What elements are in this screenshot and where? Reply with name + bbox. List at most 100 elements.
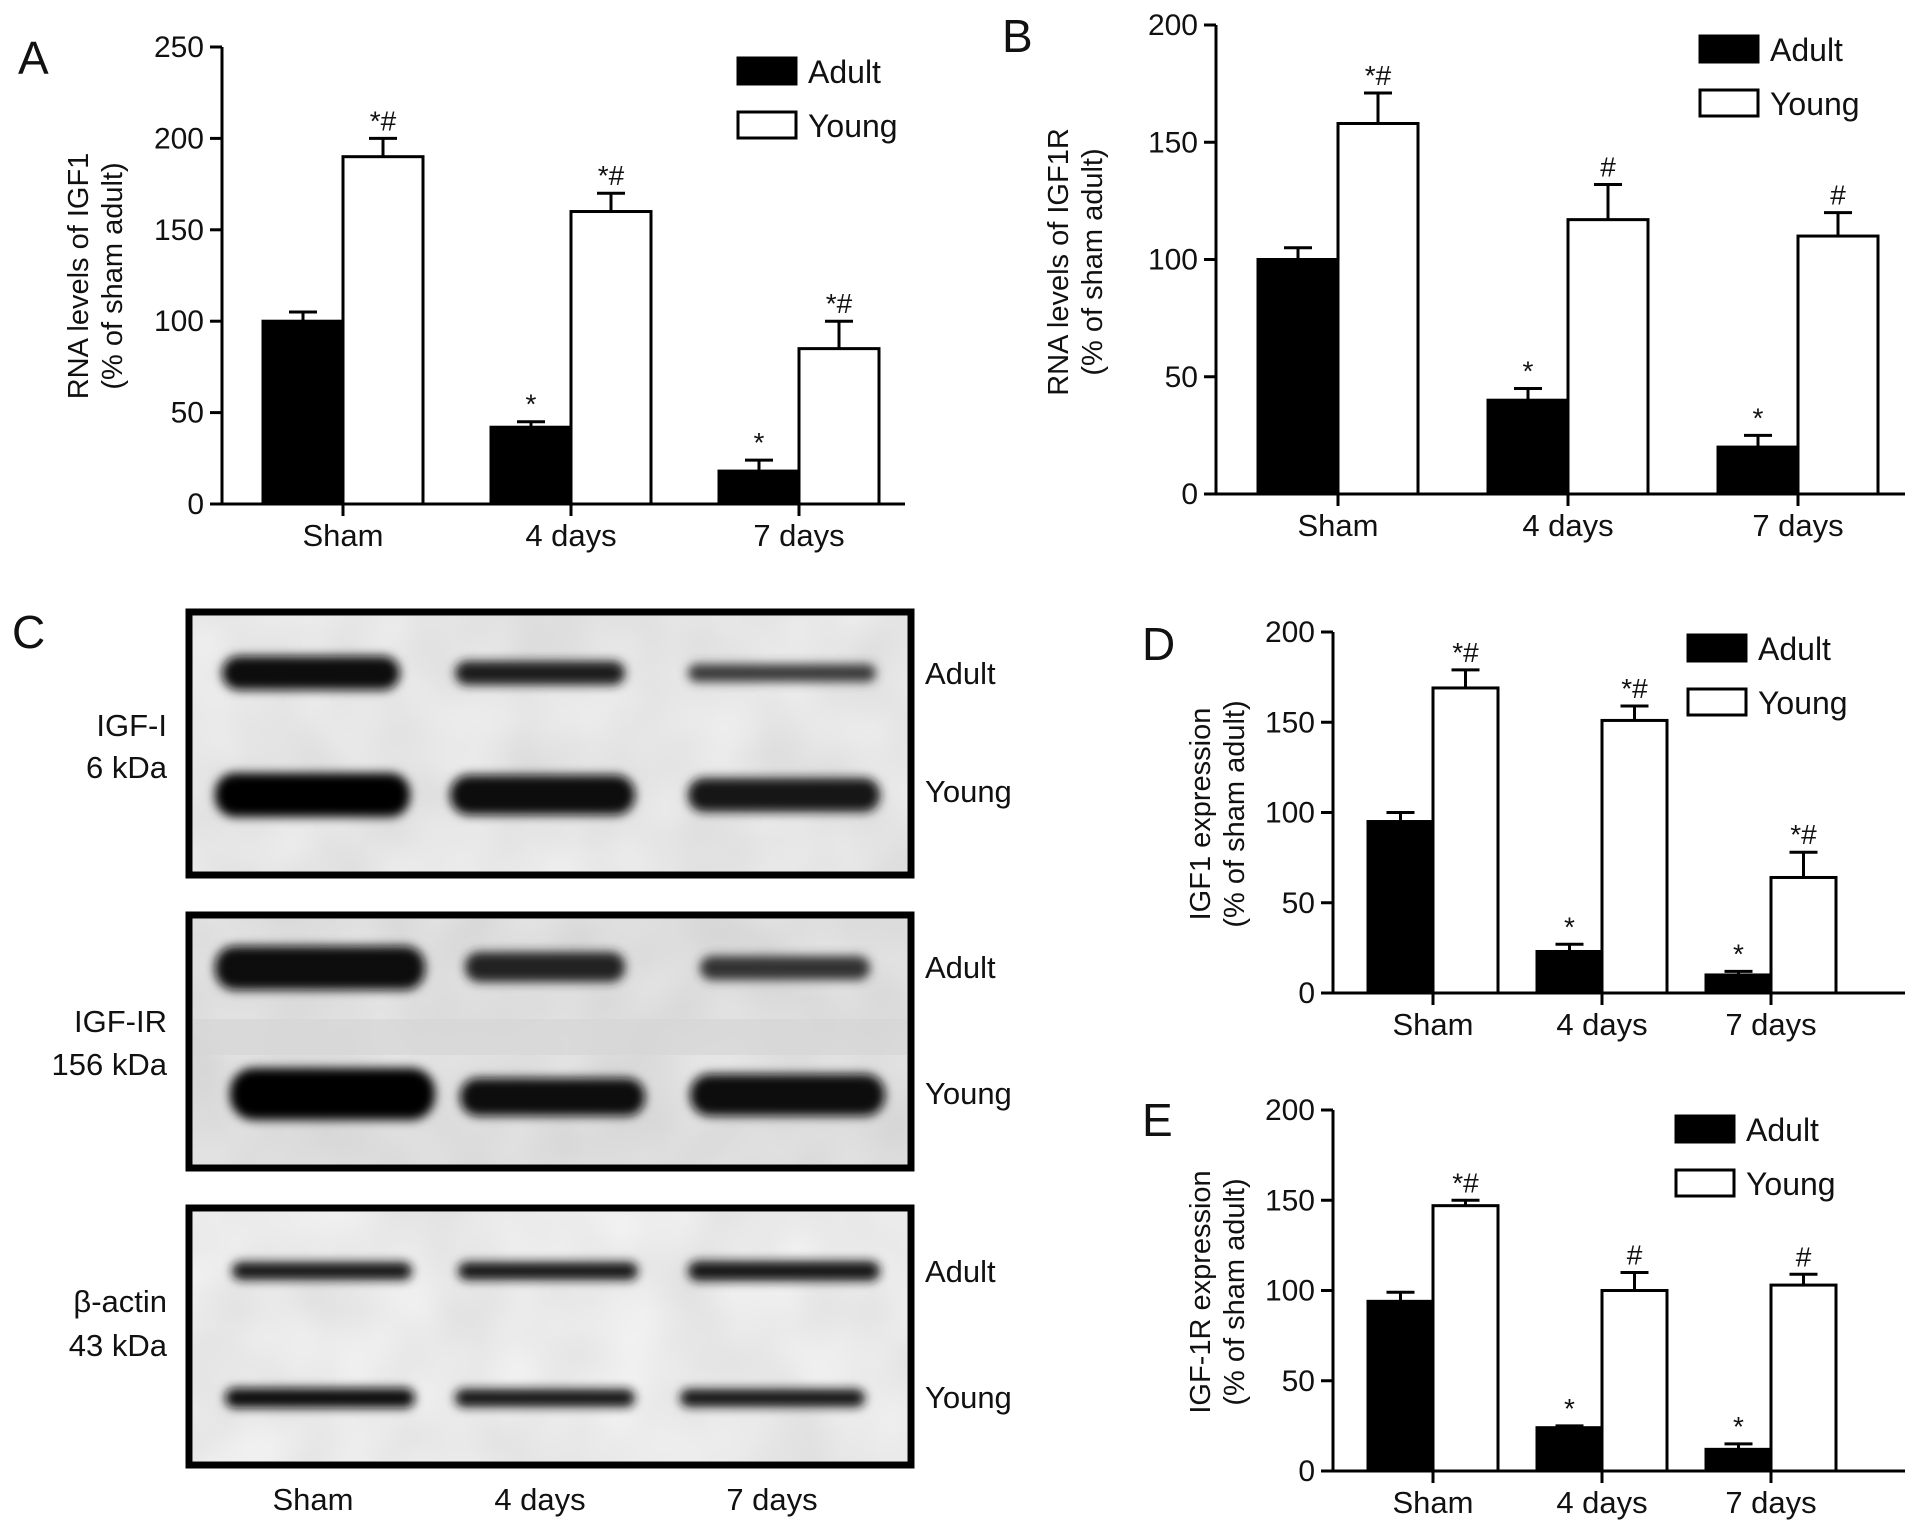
band-young-7days: [690, 1074, 885, 1116]
band-adult-7days: [688, 664, 876, 682]
y-axis-label-line: IGF1 expression: [1185, 708, 1217, 921]
legend-swatch-adult: [1674, 1114, 1736, 1144]
band-adult-4days: [458, 1262, 638, 1280]
blot-size-label: 156 kDa: [52, 1047, 168, 1082]
y-tick-label: 200: [1148, 9, 1198, 42]
x-category-label: 4 days: [1522, 508, 1613, 543]
y-axis-label-line: (% of sham adult): [1219, 1178, 1251, 1405]
band-group: [215, 656, 880, 817]
band-young-4days: [450, 775, 635, 815]
legend-swatch-young: [1698, 88, 1760, 118]
blot-size-label: 6 kDa: [86, 750, 168, 785]
legend-label-young: Young: [1758, 685, 1848, 721]
legend-label-adult: Adult: [808, 54, 881, 90]
significance-label: *: [1733, 938, 1744, 969]
band-group: [215, 946, 885, 1120]
y-tick-label: 50: [171, 397, 204, 430]
y-axis-label: RNA levels of IGF1R(% of sham adult): [1043, 128, 1109, 396]
y-tick-label: 150: [1265, 1184, 1315, 1217]
significance-label: *: [1733, 1411, 1744, 1442]
legend-label-adult: Adult: [1746, 1112, 1819, 1148]
x-category-label: Sham: [1393, 1007, 1474, 1042]
y-tick-label: 150: [1148, 126, 1198, 159]
significance-label: *#: [1452, 637, 1479, 668]
x-category-label: Sham: [1298, 508, 1379, 543]
blot-group-label-4days: 4 days: [494, 1482, 585, 1517]
panel-b-chart: B 0 50 100 150 200 RNA levels of IGF1R(% of sh…: [1002, 9, 1905, 543]
legend-label-young: Young: [1746, 1166, 1836, 1202]
significance-label: *#: [370, 105, 397, 136]
bar-young: [1600, 1289, 1669, 1473]
y-tick-label: 0: [1298, 1455, 1315, 1488]
significance-label: *#: [598, 160, 625, 191]
bar-adult: [1716, 445, 1800, 496]
y-tick-label: 0: [187, 488, 204, 521]
significance-label: *#: [1365, 60, 1392, 91]
bar-adult: [1366, 1299, 1435, 1473]
significance-label: *#: [1790, 819, 1817, 850]
x-category-label: Sham: [1393, 1485, 1474, 1520]
band-adult-7days: [700, 956, 870, 980]
legend-swatch-young: [1674, 1168, 1736, 1198]
significance-label: *: [1523, 355, 1534, 386]
significance-label: *: [526, 389, 537, 420]
bar-young: [1769, 875, 1838, 995]
bar-adult: [1535, 949, 1604, 995]
blot-row-label-young: Young: [925, 774, 1012, 809]
y-tick-label: 50: [1165, 361, 1198, 394]
panel-a-chart: A 0 50 100 150 200 250 RNA levels of IGF1(% of …: [18, 31, 905, 553]
y-axis-label: IGF-1R expression(% of sham adult): [1185, 1170, 1251, 1413]
bar-young: [1431, 1204, 1500, 1473]
band-group: [225, 1261, 880, 1408]
x-category-label: 7 days: [1752, 508, 1843, 543]
legend-swatch-adult: [736, 56, 798, 86]
band-adult-sham: [232, 1262, 412, 1280]
bar-young: [1600, 718, 1669, 995]
significance-label: *#: [826, 288, 853, 319]
bar-young: [1431, 686, 1500, 995]
x-category-label: 7 days: [753, 518, 844, 553]
blot-protein-label: IGF-IR: [74, 1004, 167, 1039]
x-category-label: 4 days: [525, 518, 616, 553]
band-young-sham: [215, 773, 410, 817]
band-young-sham: [230, 1068, 435, 1120]
legend-label-young: Young: [808, 108, 898, 144]
band-young-7days: [688, 778, 880, 812]
y-tick-label: 150: [1265, 706, 1315, 739]
bar-adult: [1535, 1426, 1604, 1473]
bar-adult: [1704, 973, 1773, 995]
y-tick-label: 250: [154, 31, 204, 64]
bar-adult: [261, 319, 345, 506]
blot-size-label: 43 kDa: [69, 1328, 168, 1363]
bar-adult: [1366, 820, 1435, 995]
blot-row-label-adult: Adult: [925, 950, 996, 985]
band-adult-sham: [215, 946, 425, 990]
significance-label: *#: [1621, 673, 1648, 704]
panel-c-western-blot: C IGF-I 6 kDa Adult Young: [12, 606, 1012, 1517]
bar-young: [1769, 1283, 1838, 1473]
bar-young: [341, 155, 425, 506]
panel-d-chart: D 0 50 100 150 200 IGF1 expression(% of sham a…: [1142, 616, 1905, 1042]
blot-row-label-young: Young: [925, 1076, 1012, 1111]
blot-row-label-adult: Adult: [925, 656, 996, 691]
legend-swatch-adult: [1698, 34, 1760, 64]
y-axis-label-line: (% of sham adult): [97, 162, 129, 389]
x-category-label: 4 days: [1556, 1485, 1647, 1520]
band-young-7days: [680, 1389, 865, 1407]
bar-adult: [489, 425, 573, 506]
bar-young: [569, 210, 653, 506]
bar-adult: [1486, 398, 1570, 496]
significance-label: *: [1564, 911, 1575, 942]
bar-adult: [1704, 1447, 1773, 1473]
membrane-texture: [193, 616, 907, 871]
panel-letter: D: [1142, 618, 1175, 670]
bar-adult: [1256, 258, 1340, 496]
bar-adult: [717, 469, 801, 506]
blot-group-label-7days: 7 days: [726, 1482, 817, 1517]
blot-beta-actin: β-actin 43 kDa Adult Young: [69, 1204, 1012, 1469]
y-tick-label: 50: [1282, 1365, 1315, 1398]
y-axis-label-line: IGF-1R expression: [1185, 1170, 1217, 1413]
band-young-4days: [455, 1389, 635, 1407]
panel-letter: B: [1002, 10, 1033, 62]
y-tick-label: 200: [1265, 616, 1315, 649]
